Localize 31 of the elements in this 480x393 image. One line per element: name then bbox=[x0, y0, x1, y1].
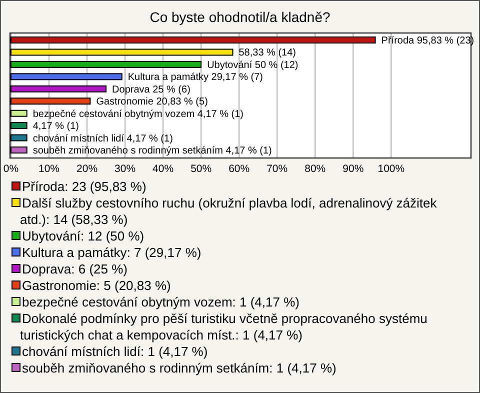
legend-label: chování místních lidí: 1 (4,17 %) bbox=[22, 344, 208, 359]
legend-label: Kultura a památky: 7 (29,17 %) bbox=[22, 245, 202, 260]
legend-label: Doprava: 6 (25 %) bbox=[22, 262, 128, 276]
legend-label: Další služby cestovního ruchu (okružní plavba lodí, adrenalinový zážitek atd.): 14 (58,33 %) bbox=[20, 196, 438, 227]
legend-label: bezpečné cestování obytným vozem: 1 (4,17 %) bbox=[22, 294, 300, 310]
legend-label: Gastronomie: 5 (20,83 %) bbox=[22, 278, 171, 293]
x-tick-label: 10% bbox=[38, 163, 60, 175]
chart-title: Co byste ohodnotil/a kladně? bbox=[150, 9, 330, 25]
data-label: chování místních lidí 4,17 % (1) bbox=[32, 133, 173, 144]
legend-label: Dokonalé podmínky pro pěší turistiku včetně propracovaného systému turistických chat a kempovacích míst.: 1 (4,17 %) bbox=[20, 311, 428, 342]
x-tick-label: 80% bbox=[304, 163, 326, 175]
data-label: Kultura a památky 29,17 % (7) bbox=[128, 72, 263, 84]
x-tick-label: 60% bbox=[228, 163, 250, 175]
x-tick-label: 90% bbox=[342, 163, 364, 175]
x-tick-label: 70% bbox=[266, 163, 288, 175]
data-label: Ubytování 50 % (12) bbox=[207, 60, 298, 71]
data-label: bezpečné cestování obytným vozem 4,17 % (1) bbox=[32, 108, 244, 120]
x-tick-label: 30% bbox=[114, 163, 136, 175]
legend-label: Ubytování: 12 (50 %) bbox=[22, 228, 144, 244]
x-tick-label: 40% bbox=[152, 163, 174, 175]
data-label: souběh zmiňovaného s rodinným setkáním 4,17 % (1) bbox=[32, 146, 272, 156]
data-label: 4,17 % (1) bbox=[32, 121, 79, 132]
legend-label: souběh zmiňovaného s rodinným setkáním: 1 (4,17 %) bbox=[22, 360, 336, 376]
data-label: Gastronomie 20,83 % (5) bbox=[96, 96, 208, 108]
data-label: Doprava 25 % (6) bbox=[112, 84, 190, 96]
legend-label: Příroda: 23 (95,83 %) bbox=[22, 179, 146, 194]
data-label: 58,33 % (14) bbox=[238, 48, 296, 59]
x-tick-label: 20% bbox=[76, 163, 98, 175]
x-tick-label: 100% bbox=[378, 163, 405, 175]
x-tick-label: 50% bbox=[190, 163, 212, 175]
x-tick-label: 0% bbox=[3, 163, 19, 175]
